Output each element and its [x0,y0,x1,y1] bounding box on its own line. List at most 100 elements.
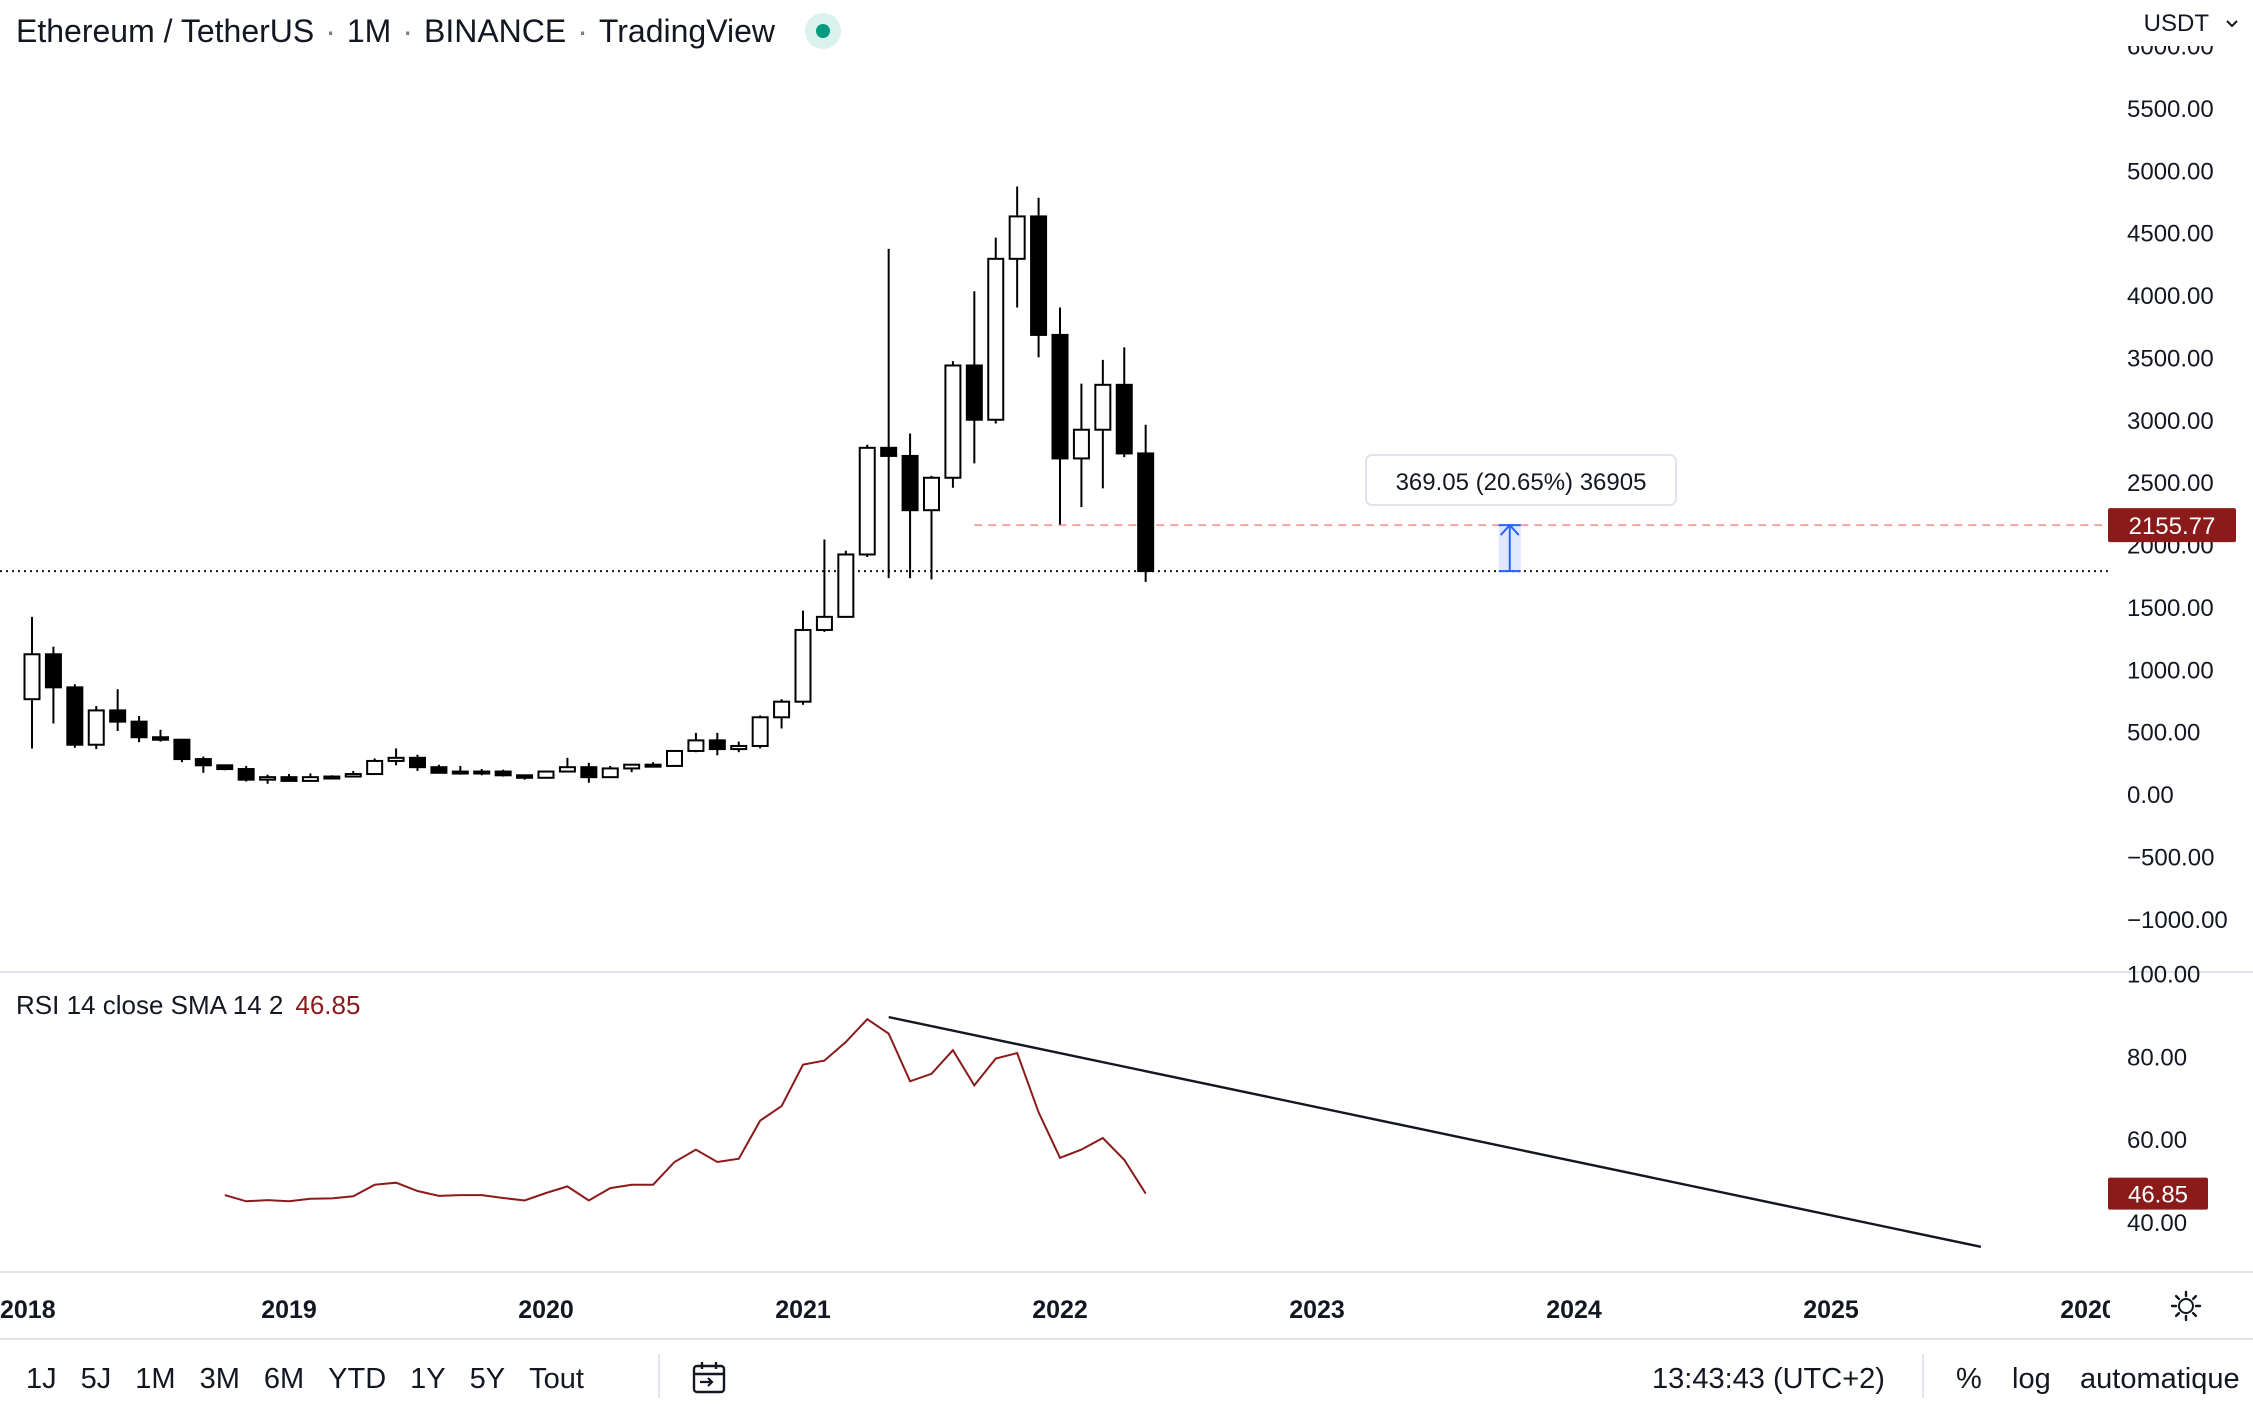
candle-body [944,364,962,479]
rsi-tick-label: 40.00 [2127,1210,2187,1237]
header-separator: · [402,12,413,49]
candle-body [44,653,62,689]
header-separator: · [325,12,336,49]
candle-body [965,364,983,421]
candle-body [494,770,512,777]
candle-body [344,773,362,778]
candlestick-series [23,186,1155,784]
time-tick-label: 2019 [261,1296,317,1324]
candle-body [687,739,705,752]
rsi-legend-value: 46.85 [295,990,361,1020]
rsi-legend[interactable]: RSI 14 close SMA 14 2 46.85 [16,990,360,1021]
candle-body [880,446,898,457]
range-button-5j[interactable]: 5J [80,1362,112,1395]
candle-body [280,776,298,782]
candle-body [708,739,726,751]
range-button-5y[interactable]: 5Y [469,1362,506,1395]
rsi-tick-label: 60.00 [2127,1127,2187,1154]
price-tick-label: 4500.00 [2127,221,2214,248]
candle-body [301,776,319,782]
price-tick-label: 500.00 [2127,720,2200,747]
clock-label[interactable]: 13:43:43 (UTC+2) [1652,1363,1885,1395]
price-tick-label: 4000.00 [2127,283,2214,310]
range-button-1y[interactable]: 1Y [410,1362,446,1395]
candle-body [1115,383,1133,455]
candle-body [901,454,919,512]
price-tick-label: 2500.00 [2127,470,2214,497]
candle-body [923,476,940,512]
candle-body [473,770,491,775]
price-tick-label: 5000.00 [2127,158,2214,185]
candle-body [580,766,598,779]
time-tick-label: 2024 [1546,1296,1602,1324]
percent-toggle[interactable]: % [1956,1363,1982,1395]
rsi-value-tag-label: 46.85 [2128,1182,2188,1209]
candle-body [66,686,84,746]
candle-body [409,756,426,769]
time-tick-label: 2023 [1289,1296,1345,1324]
time-axis[interactable]: 2018 2019 2020 2021 2022 2023 2024 2025 2020 [0,1284,2253,1336]
price-reference-lines [0,524,2108,573]
calendar-goto-icon[interactable] [690,1358,730,1398]
candle-body [751,716,769,747]
candle-body [23,653,41,701]
market-open-dot-icon [815,24,830,38]
time-tick-label: 2020 [518,1296,574,1324]
candle-body [815,615,833,631]
range-button-tout[interactable]: Tout [529,1362,584,1395]
measure-label-box [1365,454,1677,506]
price-tick-label: 0.00 [2127,782,2174,809]
candle-body [837,553,855,618]
candle-body [1094,383,1112,431]
gear-icon[interactable] [2170,1290,2202,1322]
candle-body [451,770,469,775]
candle-body [558,766,576,773]
range-button-6m[interactable]: 6M [263,1362,305,1395]
last-price-tag [2108,508,2236,543]
time-tick-label: 2022 [1032,1296,1088,1324]
auto-scale-toggle[interactable]: automatique [2080,1363,2240,1395]
candle-body [173,738,191,761]
time-tick-label: 2021 [775,1296,831,1324]
candle-body [730,744,748,751]
range-button-1m[interactable]: 1M [135,1362,176,1395]
candle-body [858,446,876,556]
chart-separators [0,971,2253,1273]
candle-body [130,720,148,739]
time-tick-label: 2018 [0,1296,56,1324]
interval-label[interactable]: 1M [346,12,392,49]
currency-selector[interactable]: USDT [2144,10,2239,38]
price-axis[interactable]: 6000.005500.005000.004500.004000.003500.… [2108,0,2253,1237]
range-button-1j[interactable]: 1J [26,1362,57,1395]
time-tick-label: 2020 [2060,1296,2116,1324]
bottom-toolbar: 1J 5J 1M 3M 6M YTD 1Y 5Y Tout 13:43:43 (UTC+2) %… [0,1338,2253,1418]
price-tick-label: 3500.00 [2127,345,2214,372]
price-tick-label: 5500.00 [2127,96,2214,123]
toolbar-divider [658,1354,660,1398]
candle-body [323,775,341,780]
time-tick-label: 2025 [1803,1296,1859,1324]
exchange-label: BINANCE [423,12,567,49]
price-tick-label: 1500.00 [2127,595,2214,622]
log-toggle[interactable]: log [2012,1363,2051,1395]
candle-body [623,763,641,770]
currency-label: USDT [2143,10,2209,37]
candle-body [1008,215,1026,260]
symbol-title[interactable]: Ethereum / TetherUS [16,12,315,49]
range-button-ytd[interactable]: YTD [328,1362,387,1395]
rsi-trendline [888,1015,1982,1249]
candle-body [666,749,683,767]
market-status-icon[interactable] [804,13,841,49]
toolbar-divider [1922,1354,1924,1398]
rsi-tick-label: 100.00 [2127,962,2200,989]
candle-body [1072,428,1090,460]
candle-body [87,709,105,746]
candle-body [366,759,384,776]
candle-body [1030,215,1048,336]
candle-body [1051,333,1069,460]
date-range-buttons: 1J 5J 1M 3M 6M YTD 1Y 5Y Tout [14,1340,596,1418]
candle-body [537,770,555,779]
candle-body [601,767,619,779]
range-button-3m[interactable]: 3M [199,1362,240,1395]
